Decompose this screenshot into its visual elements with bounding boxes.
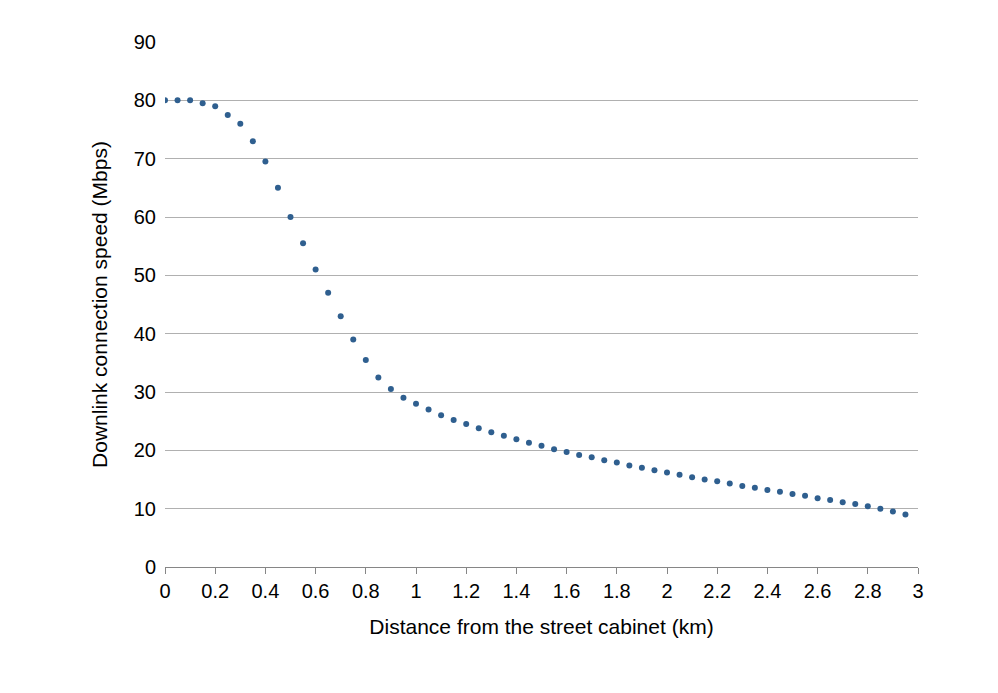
svg-text:2.4: 2.4 xyxy=(753,580,781,602)
svg-text:1.6: 1.6 xyxy=(553,580,581,602)
svg-text:Distance from the street cabin: Distance from the street cabinet (km) xyxy=(369,615,713,638)
svg-text:0.2: 0.2 xyxy=(201,580,229,602)
svg-text:90: 90 xyxy=(134,31,156,53)
svg-text:30: 30 xyxy=(134,381,156,403)
svg-text:0: 0 xyxy=(159,580,170,602)
svg-text:0.8: 0.8 xyxy=(352,580,380,602)
svg-text:2.6: 2.6 xyxy=(804,580,832,602)
svg-text:1.8: 1.8 xyxy=(603,580,631,602)
svg-text:1.2: 1.2 xyxy=(452,580,480,602)
svg-text:Downlink connection speed (Mbp: Downlink connection speed (Mbps) xyxy=(88,141,111,468)
svg-text:70: 70 xyxy=(134,148,156,170)
svg-text:1: 1 xyxy=(410,580,421,602)
svg-text:40: 40 xyxy=(134,323,156,345)
svg-text:50: 50 xyxy=(134,264,156,286)
svg-text:3: 3 xyxy=(912,580,923,602)
svg-text:0.4: 0.4 xyxy=(251,580,279,602)
svg-text:1.4: 1.4 xyxy=(502,580,530,602)
svg-text:2.8: 2.8 xyxy=(854,580,882,602)
svg-text:60: 60 xyxy=(134,206,156,228)
svg-text:0.6: 0.6 xyxy=(302,580,330,602)
svg-text:2.2: 2.2 xyxy=(703,580,731,602)
svg-text:0: 0 xyxy=(145,556,156,578)
svg-text:20: 20 xyxy=(134,439,156,461)
svg-text:2: 2 xyxy=(661,580,672,602)
svg-text:10: 10 xyxy=(134,498,156,520)
svg-text:80: 80 xyxy=(134,89,156,111)
